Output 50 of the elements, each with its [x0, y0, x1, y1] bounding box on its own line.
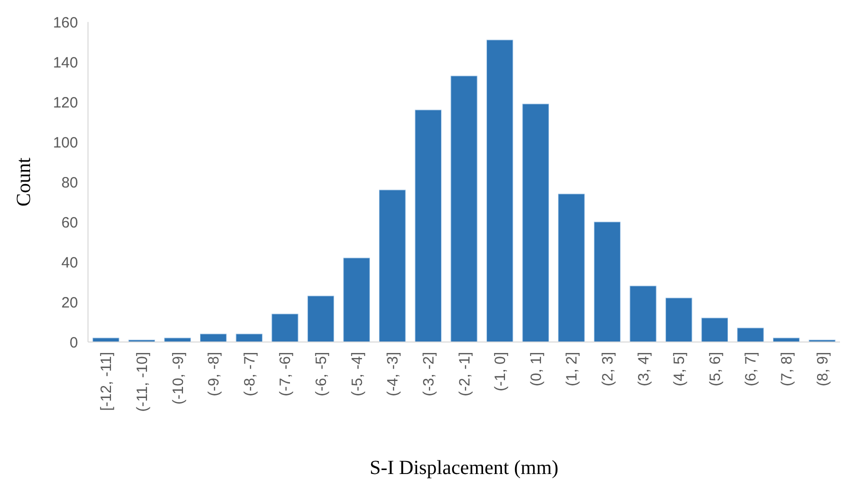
bar	[522, 104, 549, 342]
x-tick-label: [-12, -11]	[98, 352, 116, 411]
y-tick-label: 80	[61, 174, 78, 192]
y-axis-title: Count	[13, 157, 35, 206]
bar	[92, 338, 120, 342]
bar	[307, 296, 334, 342]
y-tick-label: 0	[70, 334, 78, 352]
bar	[666, 298, 692, 342]
bar	[236, 334, 262, 342]
bar	[486, 40, 514, 342]
x-tick-label: (0, 1]	[528, 352, 545, 386]
x-tick-label: (-7, -6]	[277, 352, 294, 396]
x-tick-label: (-2, -1]	[456, 352, 474, 396]
x-tick-label: (-4, -3]	[384, 352, 402, 396]
bar	[737, 328, 764, 342]
x-tick-label: (-1, 0]	[492, 352, 510, 392]
x-tick-label: (8, 9]	[814, 352, 832, 386]
x-tick-label: (2, 3]	[599, 352, 616, 386]
y-tick-label: 160	[52, 14, 78, 32]
y-tick-label: 40	[61, 254, 78, 272]
x-tick-label: (-3, -2]	[420, 352, 438, 396]
bar	[630, 286, 656, 342]
bar	[379, 190, 406, 342]
x-tick-label: (-10, -9]	[170, 352, 187, 405]
bar	[200, 334, 227, 342]
y-tick-label: 100	[52, 134, 78, 152]
x-tick-label: (3, 4]	[635, 352, 652, 386]
x-axis-title: S-I Displacement (mm)	[370, 457, 558, 479]
bar	[414, 110, 442, 342]
bar	[701, 318, 728, 342]
bar	[594, 222, 621, 342]
x-tick-label: (-6, -5]	[313, 352, 330, 396]
y-tick-label: 120	[52, 94, 78, 112]
x-tick-label: (4, 5]	[671, 352, 688, 386]
bar	[558, 194, 585, 342]
y-tick-label: 60	[61, 214, 78, 232]
x-tick-label: (6, 7]	[742, 352, 760, 386]
x-tick-label: (-8, -7]	[241, 352, 258, 396]
y-tick-label: 20	[61, 294, 78, 312]
x-tick-label: (1, 2]	[564, 352, 581, 386]
bar	[450, 76, 478, 342]
x-tick-label: (5, 6]	[706, 352, 724, 386]
x-tick-label: (7, 8]	[778, 352, 796, 386]
x-tick-label: (-9, -8]	[206, 352, 223, 396]
x-tick-label: (-11, -10]	[134, 352, 151, 412]
x-tick-label: (-5, -4]	[348, 352, 366, 396]
bar	[343, 258, 370, 342]
bar	[164, 338, 191, 342]
y-tick-label: 140	[52, 54, 78, 72]
bar	[272, 314, 298, 342]
